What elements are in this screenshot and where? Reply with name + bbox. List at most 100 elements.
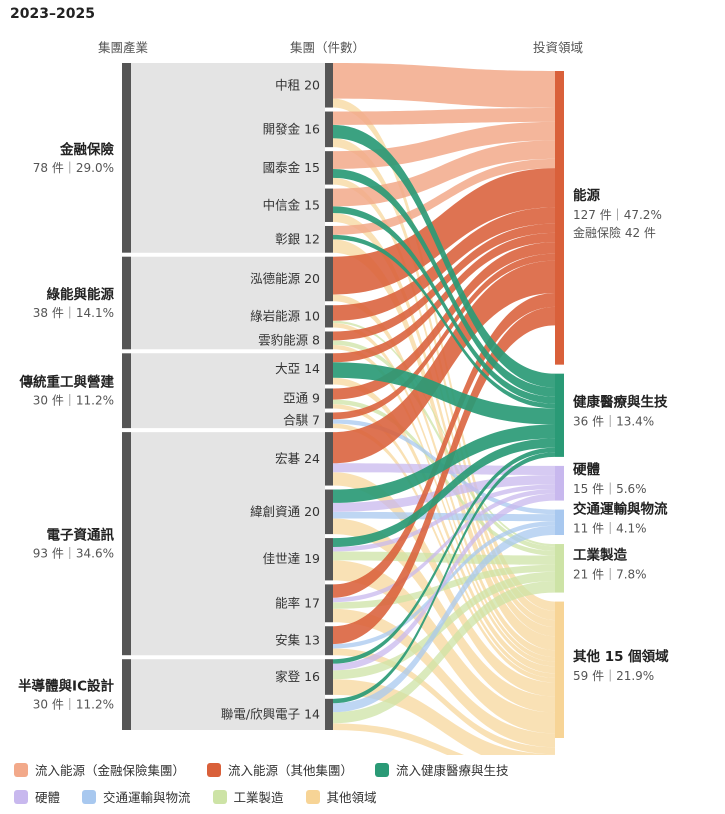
- flow-other-16: [333, 679, 555, 755]
- legend-item-industry: 工業製造: [212, 787, 284, 806]
- header-right: 投資領域: [533, 40, 584, 55]
- flow-health-3: [333, 206, 555, 404]
- flow-other-14: [333, 608, 555, 748]
- flow-energy_other-15: [333, 306, 555, 645]
- middle-node-bar-5: [325, 256, 333, 302]
- middle-node-label-8: 大亞 14: [275, 361, 320, 376]
- flow-other-2: [333, 177, 555, 628]
- flow-other-9: [333, 404, 555, 678]
- middle-node-bar-17: [325, 698, 333, 730]
- left-node-bar-4: [122, 659, 131, 730]
- middle-node-bar-15: [325, 626, 333, 656]
- middle-node-bar-4: [325, 225, 333, 253]
- sector-band-1: [131, 256, 325, 350]
- labels: 金融保險 78 件｜29.0% 綠能與能源 38 件｜14.1% 傳統重工與營建 30 件…: [18, 77, 669, 721]
- left-node-bar-0: [122, 63, 131, 253]
- sector-bands: [131, 63, 325, 730]
- legend-item-energy_fin: 流入能源（金融保險集團）: [14, 760, 185, 779]
- right-node-bar-1: [555, 373, 564, 457]
- flow-energy_other-10: [333, 253, 555, 420]
- flow-other-8: [333, 377, 555, 674]
- middle-node-bar-0: [325, 63, 333, 108]
- legend-item-hardware: 硬體: [14, 787, 60, 806]
- left-node-count-1: 38 件｜14.1%: [33, 306, 114, 320]
- legend-item-other: 其他領域: [305, 787, 377, 806]
- middle-node-label-9: 亞通 9: [283, 391, 320, 406]
- flow-transport-17: [333, 525, 555, 713]
- legend-label: 硬體: [35, 790, 61, 805]
- middle-node-bar-14: [325, 584, 333, 623]
- sector-band-0: [131, 63, 325, 253]
- flow-energy_other-8: [333, 232, 555, 363]
- left-node-name-3: 電子資通訊: [47, 527, 115, 544]
- middle-node-label-17: 聯電/欣興電子 14: [221, 706, 320, 721]
- middle-node-label-6: 綠岩能源 10: [250, 308, 320, 323]
- middle-node-bar-7: [325, 331, 333, 350]
- middle-node-label-10: 合騏 7: [283, 412, 320, 427]
- right-node-bar-5: [555, 601, 564, 738]
- flow-other-1: [333, 138, 555, 621]
- left-node-bar-3: [122, 432, 131, 656]
- flow-industry-17: [333, 581, 555, 724]
- right-node-name-3: 交通運輸與物流: [573, 500, 668, 517]
- flow-energy_other-6: [333, 207, 555, 321]
- left-node-bar-1: [122, 256, 131, 350]
- legend-item-health: 流入健康醫療與生技: [375, 760, 509, 779]
- flow-energy_other-11: [333, 260, 555, 464]
- middle-node-label-15: 安集 13: [275, 633, 320, 648]
- flow-health-2: [333, 168, 555, 397]
- middle-node-label-12: 緯創資通 20: [250, 504, 320, 519]
- left-node-name-4: 半導體與IC設計: [18, 678, 114, 695]
- middle-node-label-14: 能率 17: [275, 595, 320, 610]
- left-node-count-2: 30 件｜11.2%: [33, 394, 114, 408]
- middle-node-label-11: 宏碁 24: [275, 451, 320, 466]
- legend-swatch: [14, 789, 28, 804]
- legend: 流入能源（金融保險集團） 流入能源（其他集團） 流入健康醫療與生技 硬體 交通運輸與物…: [14, 760, 714, 814]
- middle-node-bar-3: [325, 188, 333, 222]
- header-left: 集團產業: [98, 40, 149, 55]
- right-node-name-2: 硬體: [573, 461, 601, 478]
- left-node-count-4: 30 件｜11.2%: [33, 698, 114, 712]
- sector-band-2: [131, 353, 325, 429]
- legend-item-energy_other: 流入能源（其他集團）: [207, 760, 353, 779]
- legend-label: 流入能源（金融保險集團）: [35, 763, 186, 778]
- legend-row: 流入能源（金融保險集團） 流入能源（其他集團） 流入健康醫療與生技: [14, 760, 714, 779]
- right-node-name-5: 其他 15 個領域: [573, 648, 669, 665]
- middle-node-bar-6: [325, 305, 333, 328]
- flow-health-17: [333, 452, 555, 704]
- right-node-bar-0: [555, 71, 564, 365]
- left-node-bar-2: [122, 353, 131, 429]
- flow-energy_fin-1: [333, 107, 555, 125]
- legend-label: 工業製造: [233, 790, 284, 805]
- left-node-count-0: 78 件｜29.0%: [33, 161, 114, 175]
- right-node-bar-3: [555, 509, 564, 536]
- middle-node-bar-8: [325, 353, 333, 385]
- left-node-count-3: 93 件｜34.6%: [33, 547, 114, 561]
- flow-health-8: [333, 362, 555, 425]
- legend-swatch: [207, 762, 222, 777]
- left-node-name-1: 綠能與能源: [47, 286, 115, 303]
- middle-node-bar-13: [325, 538, 333, 581]
- flow-other-17: [333, 723, 465, 755]
- right-node-name-1: 健康醫療與生技: [573, 393, 668, 410]
- middle-node-label-3: 中信金 15: [263, 197, 320, 212]
- flow-hardware-16: [333, 493, 555, 671]
- middle-node-label-4: 彰銀 12: [275, 231, 320, 246]
- flow-other-3: [333, 213, 555, 637]
- sector-band-4: [131, 659, 325, 730]
- flow-other-7: [333, 344, 555, 667]
- middle-node-bar-10: [325, 412, 333, 429]
- flow-health-13: [333, 438, 555, 547]
- sankey-chart: 金融保險 78 件｜29.0% 綠能與能源 38 件｜14.1% 傳統重工與營建 30 件…: [18, 63, 669, 755]
- middle-node-bar-1: [325, 111, 333, 148]
- middle-node-bar-12: [325, 489, 333, 535]
- middle-node-label-13: 佳世達 19: [263, 551, 320, 566]
- middle-node-label-2: 國泰金 15: [263, 160, 320, 175]
- flow-industry-6: [333, 320, 555, 547]
- legend-label: 交通運輸與物流: [103, 790, 191, 805]
- middle-node-label-5: 泓德能源 20: [250, 271, 320, 286]
- flow-health-4: [333, 234, 555, 409]
- right-node-bar-4: [555, 544, 564, 593]
- flow-health-12: [333, 424, 555, 503]
- flow-energy_other-14: [333, 292, 555, 598]
